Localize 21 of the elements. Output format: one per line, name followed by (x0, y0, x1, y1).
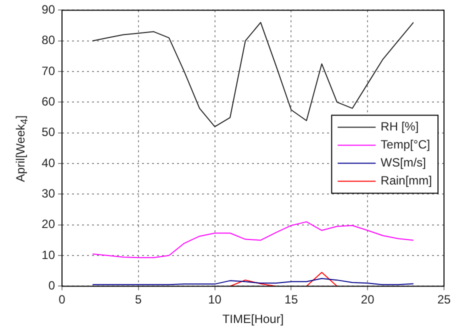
y-tick-label: 20 (42, 217, 56, 232)
legend-label: WS[m/s] (380, 156, 426, 170)
x-axis-title: TIME[Hour] (222, 312, 284, 326)
x-tick-label: 0 (58, 292, 66, 307)
x-tick-label: 5 (135, 292, 142, 307)
y-tick-label: 70 (42, 64, 56, 78)
y-tick-label: 30 (42, 186, 56, 201)
legend-label: Temp[°C] (380, 138, 430, 152)
x-tick-label: 15 (284, 292, 298, 307)
legend-label: RH [%] (380, 120, 419, 134)
y-tick-label: 60 (42, 94, 56, 109)
y-tick-label: 10 (42, 248, 56, 262)
y-tick-label: 40 (42, 156, 56, 170)
x-tick-label: 10 (208, 292, 222, 307)
x-tick-label: 25 (437, 292, 451, 307)
y-tick-label: 80 (42, 33, 56, 48)
x-tick-label: 20 (360, 292, 375, 307)
y-tick-label: 50 (42, 125, 56, 140)
legend-label: Rain[mm] (380, 174, 432, 188)
y-tick-label: 0 (48, 278, 56, 293)
y-tick-label: 90 (42, 2, 56, 17)
